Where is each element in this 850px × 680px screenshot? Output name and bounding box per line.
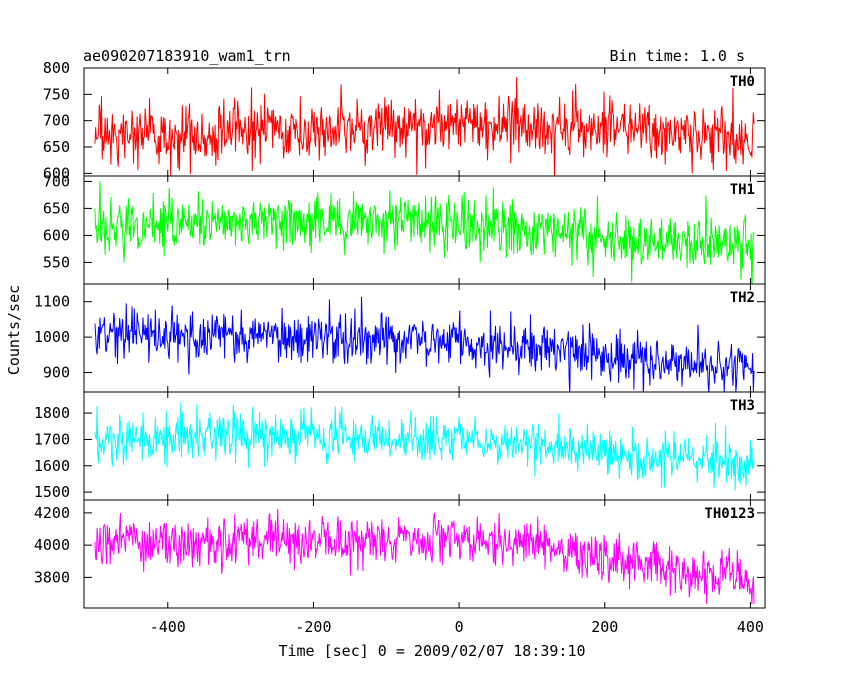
chart-title: ae090207183910_wam1_trn (83, 47, 291, 65)
series-th2-line (94, 296, 755, 392)
y-tick-label: 650 (43, 199, 70, 217)
x-axis-label: Time [sec] 0 = 2009/02/07 18:39:10 (278, 642, 585, 660)
panel-th0: 600 650 700 750 800 TH0 (43, 59, 766, 182)
series-th0-line (94, 77, 755, 176)
y-tick-label: 4200 (34, 504, 70, 522)
y-tick-label: 1100 (34, 293, 70, 311)
y-tick-label: 750 (43, 85, 70, 103)
y-tick-label: 700 (43, 112, 70, 130)
x-tick-label: 400 (737, 618, 764, 636)
y-tick-label: 650 (43, 138, 70, 156)
panel-label: TH2 (730, 290, 755, 306)
y-tick-label: 800 (43, 59, 70, 77)
series-th1-line (94, 181, 755, 284)
panel-th3: 1500 1600 1700 1800 TH3 (34, 391, 766, 501)
y-tick-label: 600 (43, 164, 70, 182)
x-tick-label: 0 (455, 618, 464, 636)
y-tick-label: 550 (43, 253, 70, 271)
y-tick-label: 4000 (34, 536, 70, 554)
panel-label: TH0 (730, 74, 755, 90)
panels-group: 600 650 700 750 800 TH0 550 600 650 700 TH1 900 1000… (34, 59, 766, 609)
bin-time-label: Bin time: 1.0 s (610, 47, 745, 65)
y-tick-label: 700 (43, 172, 70, 190)
panel-th2: 900 1000 1100 TH2 (34, 283, 766, 393)
panel-label: TH3 (730, 398, 755, 414)
y-tick-label: 1700 (34, 430, 70, 448)
y-axis-label: Counts/sec (5, 285, 23, 375)
y-tick-label: 1600 (34, 457, 70, 475)
panel-th1: 550 600 650 700 TH1 (43, 172, 766, 285)
panel-th0123: 3800 4000 4200 TH0123 (34, 499, 766, 609)
x-tick-label: -200 (295, 618, 331, 636)
x-axis: -400 -200 0 200 400 (150, 618, 764, 636)
x-tick-label: 200 (591, 618, 618, 636)
y-tick-label: 3800 (34, 568, 70, 586)
series-th3-line (94, 402, 755, 492)
y-tick-label: 1500 (34, 483, 70, 501)
y-tick-label: 900 (43, 364, 70, 382)
series-th0123-line (94, 508, 755, 605)
y-tick-label: 1800 (34, 404, 70, 422)
y-tick-label: 1000 (34, 328, 70, 346)
panel-label: TH0123 (704, 506, 755, 522)
panel-frame (83, 499, 766, 609)
x-tick-label: -400 (150, 618, 186, 636)
y-tick-label: 600 (43, 226, 70, 244)
panel-label: TH1 (730, 182, 755, 198)
